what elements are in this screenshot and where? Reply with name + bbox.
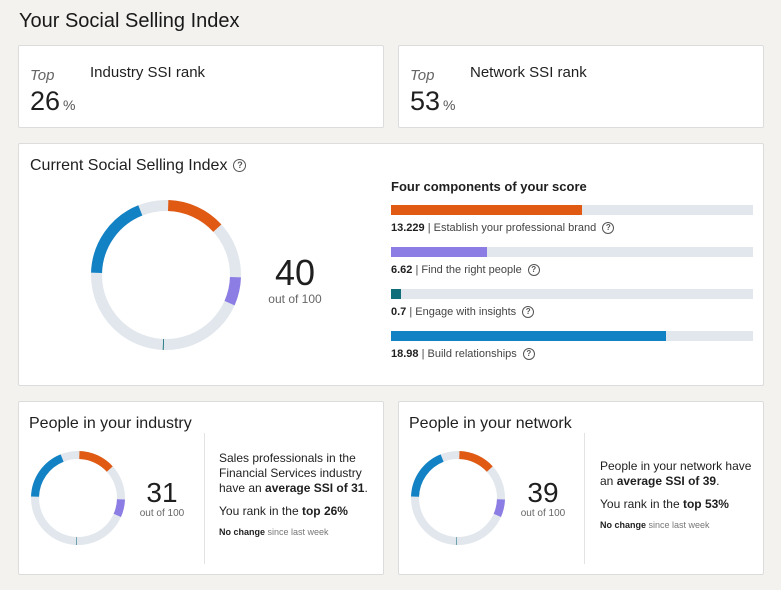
help-icon[interactable]: ? — [233, 159, 247, 173]
help-icon[interactable]: ? — [522, 348, 535, 361]
industry-rank-unit: % — [63, 97, 76, 113]
network-out-of: out of 100 — [520, 508, 566, 519]
industry-rank-name: Industry SSI rank — [90, 64, 206, 81]
donut-track — [31, 451, 125, 545]
component-bar-fill — [391, 205, 583, 215]
network-change-text: since last week — [646, 520, 710, 530]
component-label: 6.62 | Find the right people? — [391, 264, 753, 277]
component-bar-fill — [391, 289, 402, 299]
network-description: People in your network have an average S… — [600, 459, 760, 489]
component-row: 6.62 | Find the right people? — [391, 247, 753, 277]
component-value: 13.229 — [391, 222, 425, 234]
donut-segment-4 — [91, 205, 143, 274]
network-desc-bold: average SSI of 39 — [616, 474, 717, 488]
component-label: 18.98 | Build relationships? — [391, 348, 753, 361]
industry-desc-text: Sales professionals in the Financial Ser… — [219, 451, 362, 495]
industry-score: 31 out of 100 — [134, 477, 190, 520]
network-rank-bold: top 53% — [682, 497, 729, 511]
industry-change-line: No change since last week — [219, 527, 329, 537]
component-bar-track — [391, 247, 753, 257]
industry-rank-line: You rank in the top 26% — [219, 504, 348, 518]
network-rank-name: Network SSI rank — [470, 64, 587, 81]
current-ssi-score: 40 out of 100 — [255, 252, 335, 307]
donut-segments — [31, 451, 125, 545]
component-name: Establish your professional brand — [433, 222, 597, 234]
component-value: 6.62 — [391, 264, 413, 276]
donut-track — [91, 200, 241, 350]
network-change-line: No change since last week — [600, 520, 710, 530]
network-rank-number: 53 — [410, 86, 441, 116]
component-name: Engage with insights — [415, 306, 517, 318]
donut-segments — [91, 200, 241, 350]
industry-rank-number: 26 — [30, 86, 61, 116]
donut-segments — [411, 451, 505, 545]
component-value: 18.98 — [391, 348, 419, 360]
donut-segment-1 — [79, 451, 113, 472]
current-ssi-donut — [91, 200, 241, 350]
donut-segment-4 — [411, 454, 444, 497]
current-ssi-score-number: 40 — [274, 252, 316, 293]
component-row: 18.98 | Build relationships? — [391, 331, 753, 361]
network-desc-text: People in your network have an — [600, 459, 752, 488]
network-rank-card: Top Network SSI rank 53% — [398, 45, 764, 128]
donut-segment-4 — [31, 454, 64, 497]
network-rank-line: You rank in the top 53% — [600, 497, 729, 511]
help-icon[interactable]: ? — [602, 222, 615, 235]
network-peers-title: People in your network — [409, 415, 572, 432]
help-icon[interactable]: ? — [527, 264, 540, 277]
component-name: Build relationships — [427, 348, 517, 360]
component-row: 13.229 | Establish your professional bra… — [391, 205, 753, 235]
component-bar-fill — [391, 331, 666, 341]
donut-track — [411, 451, 505, 545]
industry-donut — [31, 451, 125, 545]
current-ssi-title: Current Social Selling Index? — [30, 157, 247, 175]
help-icon[interactable]: ? — [522, 306, 535, 319]
industry-change-text: since last week — [265, 527, 329, 537]
donut-segment-2 — [224, 276, 241, 306]
industry-rank-top-label: Top — [30, 67, 55, 84]
component-label: 13.229 | Establish your professional bra… — [391, 222, 753, 235]
network-desc-end: . — [716, 474, 720, 488]
industry-rank-value: 26% — [30, 86, 76, 117]
industry-score-number: 31 — [146, 477, 178, 508]
network-rank-value: 53% — [410, 86, 456, 117]
component-row: 0.7 | Engage with insights? — [391, 289, 753, 319]
donut-segment-2 — [113, 499, 125, 518]
industry-desc-bold: average SSI of 31 — [265, 481, 365, 495]
components-title: Four components of your score — [391, 179, 587, 194]
component-bar-track — [391, 205, 753, 215]
current-ssi-card: Current Social Selling Index? 40 out of … — [18, 143, 764, 386]
industry-rank-bold: top 26% — [301, 504, 348, 518]
industry-rank-text: You rank in the — [219, 504, 302, 518]
divider — [584, 433, 585, 564]
network-rank-top-label: Top — [410, 67, 435, 84]
industry-peers-title: People in your industry — [29, 415, 192, 432]
component-bar-track — [391, 289, 753, 299]
network-donut — [411, 451, 505, 545]
component-value: 0.7 — [391, 306, 407, 318]
component-name: Find the right people — [421, 264, 522, 276]
industry-out-of: out of 100 — [139, 508, 185, 519]
industry-desc-end: . — [364, 481, 368, 495]
component-bar-track — [391, 331, 753, 341]
component-label: 0.7 | Engage with insights? — [391, 306, 753, 319]
network-score-number: 39 — [527, 477, 559, 508]
donut-segment-2 — [493, 499, 505, 518]
industry-description: Sales professionals in the Financial Ser… — [219, 451, 379, 496]
current-ssi-title-text: Current Social Selling Index — [30, 157, 228, 174]
network-rank-text: You rank in the — [600, 497, 683, 511]
donut-segment-1 — [167, 200, 222, 233]
current-ssi-out-of: out of 100 — [268, 292, 322, 306]
industry-peers-card: People in your industry 31 out of 100 Sa… — [18, 401, 384, 575]
network-score: 39 out of 100 — [515, 477, 571, 520]
network-change-bold: No change — [600, 520, 647, 530]
industry-change-bold: No change — [219, 527, 266, 537]
donut-segment-1 — [459, 451, 493, 472]
network-rank-unit: % — [443, 97, 456, 113]
component-bar-fill — [391, 247, 487, 257]
page-title: Your Social Selling Index — [19, 10, 240, 32]
divider — [204, 433, 205, 564]
industry-rank-card: Top Industry SSI rank 26% — [18, 45, 384, 128]
network-peers-card: People in your network 39 out of 100 Peo… — [398, 401, 764, 575]
